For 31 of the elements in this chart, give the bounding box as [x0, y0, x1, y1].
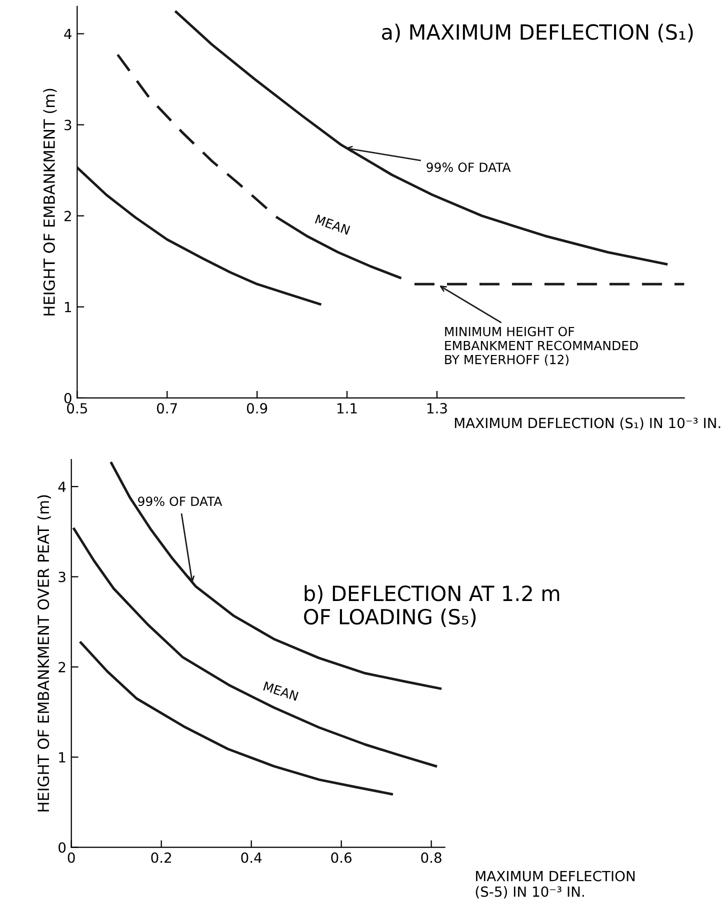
x-tick-label: 0.8: [421, 852, 442, 863]
x-tick-label: 0.7: [156, 403, 177, 414]
x-tick-label: 0.2: [151, 852, 171, 863]
y-tick-label: 2: [64, 210, 71, 222]
x-tick-label: 0.5: [67, 403, 87, 414]
text: a) MAXIMUM DEFLECTION (S₁): [382, 24, 693, 42]
annotation: MEAN: [314, 214, 350, 235]
y-tick-label: 3: [58, 572, 66, 582]
x-axis-title: MAXIMUM DEFLECTION (S₁) IN 10⁻³ IN.: [454, 418, 720, 430]
text: b) DEFLECTION AT 1.2 m OF LOADING (S₅): [304, 585, 560, 628]
x-tick-label: 0.4: [241, 852, 262, 863]
y-tick-label: 2: [58, 662, 66, 672]
y-tick-label: 3: [64, 120, 72, 130]
x-tick-label: 0.9: [246, 403, 268, 414]
y-tick-label: 0: [64, 392, 72, 404]
x-tick-label: 0.6: [331, 852, 352, 863]
y-axis-title: HEIGHT OF EMBANKMENT (m): [43, 88, 57, 316]
x-tick-label: 1.1: [337, 403, 357, 414]
x-tick-label: 1.3: [427, 403, 447, 414]
x-axis-title: MAXIMUM DEFLECTION (S-5) IN 10⁻³ IN.: [476, 870, 635, 899]
y-axis-title: HEIGHT OF EMBANKMENT OVER PEAT (m): [37, 495, 51, 812]
y-tick-label: 1: [64, 302, 72, 312]
annotation: MINIMUM HEIGHT OF EMBANKMENT RECOMMANDED BY MEYERHOFF (12): [445, 326, 638, 366]
y-tick-label: 0: [58, 842, 66, 853]
annotation: 99% OF DATA: [426, 162, 511, 172]
y-tick-label: 4: [64, 28, 72, 40]
y-tick-label: 1: [59, 752, 66, 762]
y-tick-label: 4: [58, 482, 66, 492]
annotation: MEAN: [263, 682, 298, 701]
line-series: [80, 641, 393, 796]
annotation: 99% OF DATA: [138, 496, 222, 506]
